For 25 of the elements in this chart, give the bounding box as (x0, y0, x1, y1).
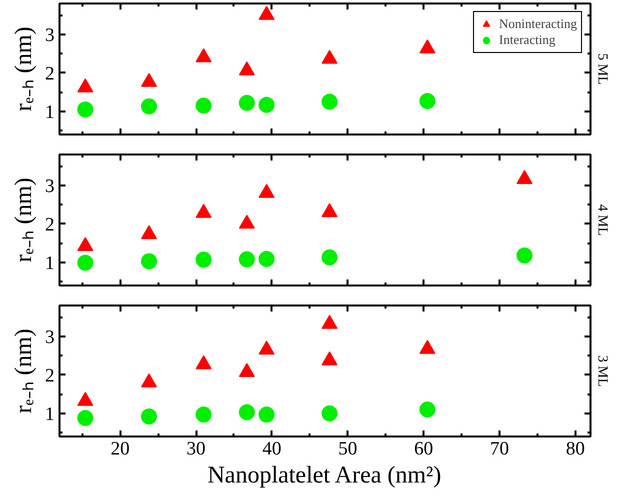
x-tick-label: 20 (110, 438, 130, 460)
y-axis-title: rₑ₋ₕ (nm) (11, 26, 37, 112)
y-tick-label: 1 (45, 404, 54, 425)
y2-axis-title: 5 ML (594, 53, 610, 85)
legend-label: Noninteracting (499, 16, 577, 32)
y-axis-title: rₑ₋ₕ (nm) (11, 178, 37, 262)
y-tick-label: 1 (45, 252, 54, 274)
x-tick-label: 70 (490, 438, 509, 460)
x-axis-title: Nanoplatelet Area (nm²) (207, 462, 442, 488)
y-tick-label: 3 (45, 176, 54, 197)
y-tick-label: 2 (45, 214, 54, 236)
legend-label: Interacting (499, 32, 556, 48)
y-axis-title: rₑ₋ₕ (nm) (11, 328, 37, 414)
x-tick-label: 30 (186, 438, 206, 460)
y-tick-label: 2 (45, 365, 54, 386)
x-tick-label: 80 (566, 438, 585, 460)
y-tick-label: 3 (45, 326, 54, 348)
x-tick-label: 60 (414, 438, 434, 460)
x-tick-label: 40 (262, 438, 282, 460)
y-tick-label: 3 (45, 24, 54, 46)
y2-axis-title: 4 ML (594, 204, 610, 236)
y-tick-label: 2 (45, 63, 54, 84)
x-tick-label: 50 (338, 438, 358, 460)
y2-axis-title: 3 ML (594, 355, 610, 387)
y-tick-label: 1 (45, 102, 54, 123)
